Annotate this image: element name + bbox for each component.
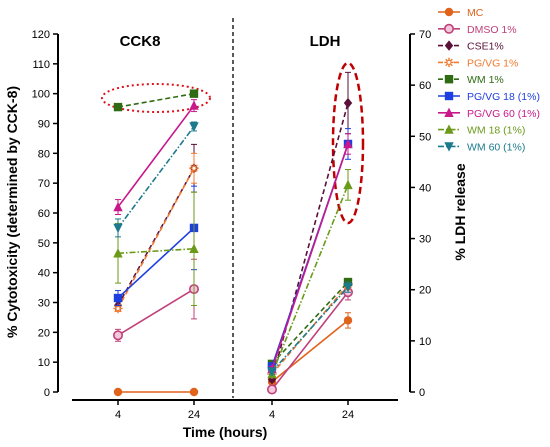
series-line-cck8 <box>117 126 195 229</box>
data-point-cck8 <box>113 201 123 212</box>
x-tick-label: 24 <box>188 409 200 421</box>
data-point-cck8 <box>189 243 199 253</box>
legend-item: WM 18 (1%) <box>438 124 525 137</box>
y-tick-label-right: 20 <box>419 285 431 297</box>
y-axis-label-right: % LDH release <box>452 163 468 260</box>
data-point-cck8 <box>113 102 123 112</box>
legend-label: PG/VG 60 (1%) <box>467 108 540 120</box>
series-line-cck8 <box>117 227 195 299</box>
legend-item: PG/VG 60 (1%) <box>438 107 540 120</box>
series-line-cck8 <box>117 105 195 208</box>
y-tick-label-right: 0 <box>419 387 425 399</box>
data-point-cck8 <box>113 293 123 303</box>
panel-title-cck8: CCK8 <box>120 33 161 50</box>
legend-marker <box>444 57 454 68</box>
series-line-ldh <box>271 184 349 375</box>
y-tick-label-left: 60 <box>38 208 50 220</box>
data-point-cck8 <box>189 100 199 110</box>
x-tick-label: 4 <box>115 409 121 421</box>
legend-label: DMSO 1% <box>467 24 517 36</box>
data-point-ldh <box>343 179 353 190</box>
y-tick-label-right: 40 <box>419 182 431 194</box>
y-tick-label-left: 120 <box>32 29 50 41</box>
y-tick-label-left: 0 <box>44 387 50 399</box>
y-tick-label-right: 10 <box>419 336 431 348</box>
series-line-cck8 <box>117 288 195 337</box>
series-line-ldh <box>271 281 349 365</box>
series-line-cck8 <box>117 248 195 255</box>
legend-marker <box>444 40 454 51</box>
y-tick-label-left: 70 <box>38 178 50 190</box>
y-tick-label-left: 10 <box>38 357 50 369</box>
legend-item: PG/VG 18 (1%) <box>438 91 540 103</box>
panel-title-ldh: LDH <box>310 33 341 50</box>
series-line-cck8 <box>117 167 195 306</box>
legend-marker <box>444 91 454 101</box>
legend-label: MC <box>467 7 484 19</box>
data-point-ldh <box>266 384 277 395</box>
data-point-ldh <box>343 138 353 149</box>
data-point-cck8 <box>189 89 199 98</box>
y-tick-label-left: 80 <box>38 148 50 160</box>
y-tick-label-right: 60 <box>419 80 431 92</box>
data-point-ldh <box>343 97 353 109</box>
highlight-ellipse-ldh <box>331 61 365 225</box>
series-wm-60-1- <box>113 121 353 377</box>
legend-label: WM 18 (1%) <box>467 125 525 137</box>
legend-item: PG/VG 1% <box>438 57 518 69</box>
y-tick-label-left: 90 <box>38 119 50 131</box>
legend-item: CSE1% <box>438 40 504 53</box>
legend-marker <box>444 75 454 84</box>
data-point-cck8 <box>113 330 124 341</box>
legend-label: CSE1% <box>467 41 504 53</box>
data-point-cck8 <box>113 248 123 258</box>
data-point-cck8 <box>189 122 199 132</box>
legend-marker <box>444 7 454 17</box>
data-point-cck8 <box>113 223 123 234</box>
x-tick-label: 24 <box>342 409 354 421</box>
legend-item: MC <box>438 7 484 19</box>
series-line-ldh <box>271 319 349 383</box>
legend-item: WM 60 (1%) <box>438 141 525 153</box>
series-pg-vg-60-1- <box>113 99 353 374</box>
x-axis-label: Time (hours) <box>183 424 268 440</box>
y-tick-label-right: 30 <box>419 234 431 246</box>
y-tick-label-left: 40 <box>38 268 50 280</box>
series-line-cck8 <box>117 167 195 309</box>
highlight-ellipse-cck8 <box>101 83 211 113</box>
series-line-ldh <box>271 286 349 373</box>
data-point-cck8 <box>189 163 199 173</box>
y-tick-label-left: 30 <box>38 298 50 310</box>
legend: MC DMSO 1% CSE1% PG/VG 1% WM 1% PG/VG 18 (1%)… <box>438 7 540 153</box>
series-line-ldh <box>271 143 349 370</box>
series-line-ldh <box>271 102 349 380</box>
legend-item: WM 1% <box>438 74 504 86</box>
y-tick-label-left: 110 <box>32 59 50 71</box>
data-point-ldh <box>343 316 353 325</box>
legend-item: DMSO 1% <box>438 23 517 36</box>
data-point-ldh <box>267 367 277 377</box>
y-tick-label-left: 100 <box>32 89 50 101</box>
data-point-cck8 <box>189 387 199 397</box>
legend-marker <box>444 107 454 117</box>
legend-marker <box>443 23 454 34</box>
legend-label: WM 1% <box>467 74 504 86</box>
legend-label: PG/VG 18 (1%) <box>467 91 540 103</box>
y-axis-label-left: % Cytotoxicity (determined by CCK-8) <box>4 86 20 338</box>
series-line-ldh <box>271 284 349 375</box>
data-point-ldh <box>343 282 353 293</box>
series-line-ldh <box>271 291 349 390</box>
legend-label: PG/VG 1% <box>467 57 518 69</box>
series-line-cck8 <box>117 92 195 108</box>
y-tick-label-left: 50 <box>38 238 50 250</box>
legend-marker <box>444 124 454 134</box>
x-tick-label: 4 <box>269 409 275 421</box>
legend-label: WM 60 (1%) <box>467 141 525 153</box>
y-tick-label-left: 20 <box>38 327 50 339</box>
legend-marker <box>444 142 454 152</box>
y-tick-label-right: 50 <box>419 131 431 143</box>
y-tick-label-right: 70 <box>419 29 431 41</box>
data-point-cck8 <box>113 387 123 397</box>
